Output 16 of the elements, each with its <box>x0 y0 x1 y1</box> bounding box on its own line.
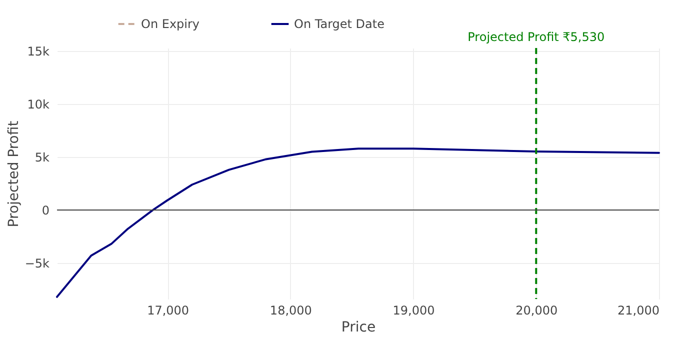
y-tick-label: 10k <box>27 98 50 112</box>
ref-line-label: Projected Profit ₹5,530 <box>468 30 605 44</box>
x-tick-label: 19,000 <box>392 304 435 318</box>
x-axis-title: Price <box>341 320 376 336</box>
y-tick-label: 5k <box>34 150 50 165</box>
x-tick-label: 21,000 <box>618 304 660 318</box>
x-tick-label: 18,000 <box>270 304 312 318</box>
x-tick-label: 17,000 <box>147 304 190 318</box>
legend-label: On Expiry <box>141 17 200 31</box>
line-series <box>56 148 660 298</box>
y-tick-label: 0 <box>42 204 50 218</box>
y-axis-title: Projected Profit <box>6 120 22 228</box>
x-tick-label: 20,000 <box>516 304 558 318</box>
y-tick-label: 15k <box>27 44 50 59</box>
legend-label: On Target Date <box>294 17 384 31</box>
y-tick-label: −5k <box>24 256 50 270</box>
